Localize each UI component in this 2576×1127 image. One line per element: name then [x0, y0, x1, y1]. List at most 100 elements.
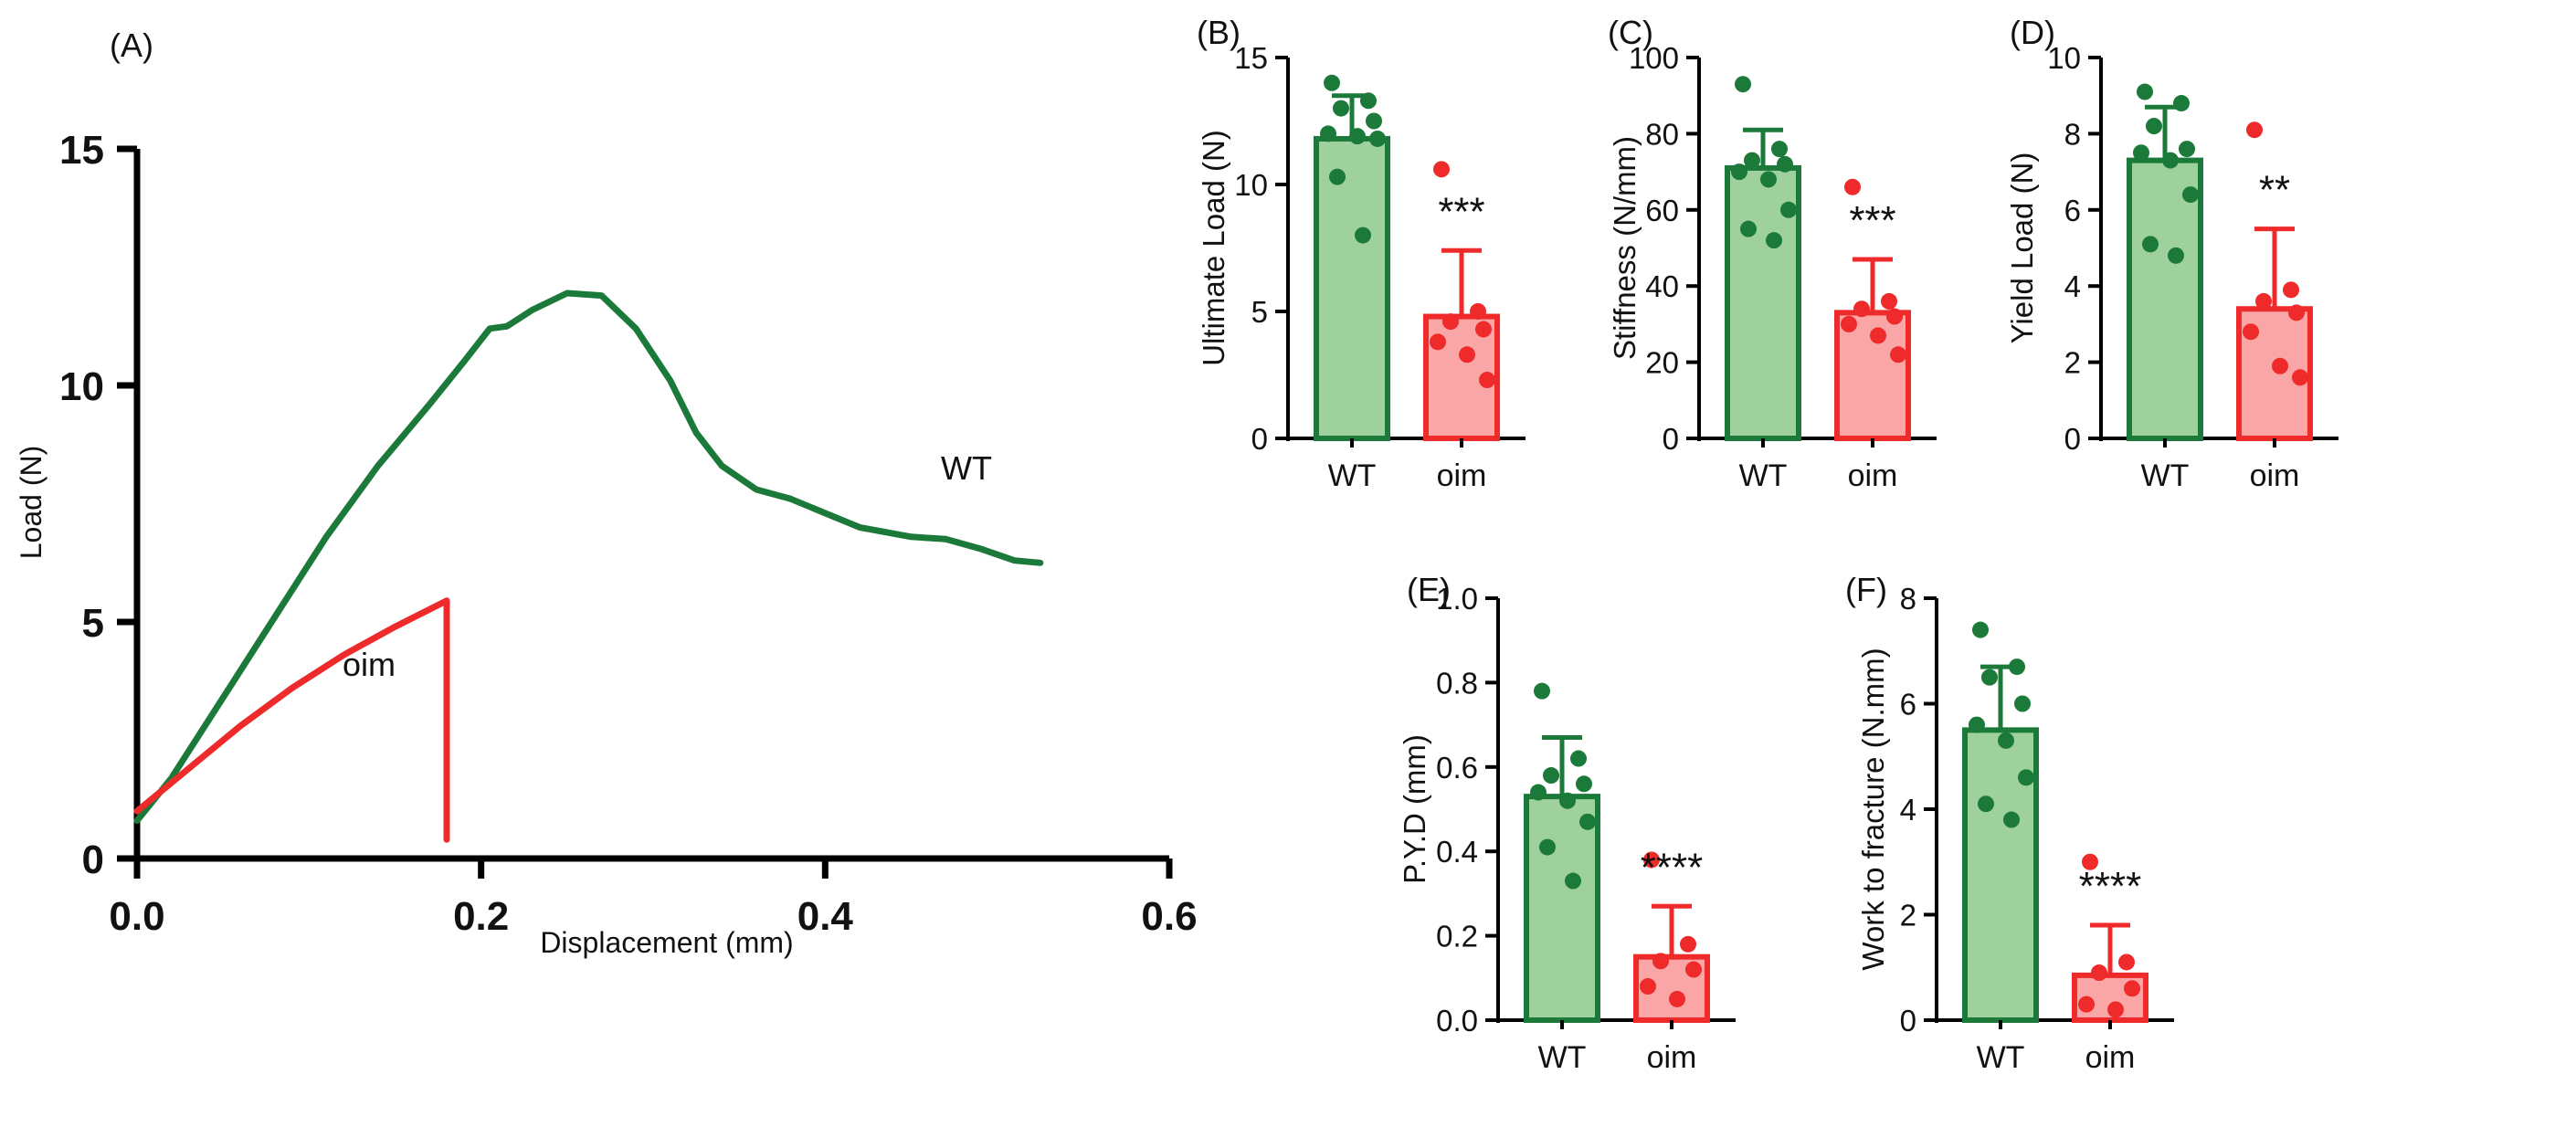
- data-point-oim: [1643, 851, 1660, 869]
- y-tick-label: 1.0: [1436, 582, 1478, 616]
- data-point-wt: [1731, 163, 1747, 181]
- data-point-oim: [1475, 321, 1492, 338]
- series-label-oim: oim: [343, 646, 396, 683]
- data-point-wt: [2142, 236, 2159, 253]
- data-point-wt: [2146, 118, 2162, 135]
- panel-e: (E) 0.0 0.2 0.4 0.6 0.8 1.0 P.Y.D (mm) WT oim ****: [1398, 571, 1736, 1075]
- y-tick-label: 8: [2064, 117, 2081, 151]
- panel-f: (F) 0 2 4 6 8 Work to fracture (N.mm) WT oim ****: [1845, 571, 2174, 1075]
- data-point-wt: [1744, 152, 1760, 169]
- data-point-wt: [1360, 92, 1377, 110]
- y-tick-label: 0: [1663, 422, 1679, 456]
- panel-a: (A) 0 5 10 15 0.0 0.2 0.4 0.6 Displacement (mm) Lo…: [15, 26, 1198, 959]
- data-point-wt: [1780, 201, 1797, 218]
- significance-marker: ****: [2079, 864, 2142, 909]
- data-point-wt: [2009, 658, 2025, 676]
- data-point-wt: [2173, 95, 2190, 112]
- data-point-oim: [1870, 327, 1886, 344]
- significance-marker: ****: [1641, 845, 1704, 890]
- data-point-oim: [1669, 990, 1685, 1007]
- y-tick-label: 4: [1900, 793, 1916, 827]
- y-tick-label: 0.6: [1436, 751, 1478, 785]
- data-point-wt: [1576, 775, 1592, 793]
- data-point-oim: [2124, 980, 2140, 997]
- data-point-wt: [1760, 171, 1777, 188]
- panel-label: (E): [1407, 571, 1451, 608]
- data-point-oim: [1479, 372, 1495, 389]
- data-point-wt: [1740, 220, 1757, 237]
- data-point-oim: [1853, 300, 1870, 318]
- data-point-wt: [1366, 112, 1382, 130]
- x-tick-label: WT: [1739, 458, 1788, 493]
- significance-marker: ***: [1438, 189, 1484, 234]
- data-point-oim: [1685, 961, 1702, 978]
- data-point-wt: [2179, 141, 2195, 158]
- data-point-wt: [2137, 83, 2153, 100]
- y-tick-label: 2: [2064, 346, 2081, 380]
- data-point-oim: [1890, 346, 1906, 363]
- y-tick-label: 6: [1900, 688, 1916, 721]
- panel-label: (D): [2010, 14, 2055, 51]
- y-axis-label: Ultimate Load (N): [1197, 130, 1230, 366]
- data-point-wt: [1329, 168, 1346, 185]
- data-point-wt: [1333, 100, 1349, 117]
- data-point-wt: [2014, 695, 2031, 712]
- y-tick-label: 5: [82, 601, 104, 646]
- data-point-wt: [1543, 767, 1559, 785]
- data-point-wt: [1777, 155, 1793, 173]
- data-point-wt: [2162, 152, 2179, 169]
- data-point-wt: [1530, 784, 1547, 801]
- y-axis-label: Yield Load (N): [2005, 153, 2039, 344]
- data-point-oim: [2078, 995, 2095, 1013]
- panel-b: (B) 0 5 10 15 Ultimate Load (N) WT oim ***: [1197, 14, 1526, 493]
- series-line-wt: [133, 290, 1044, 825]
- significance-marker: **: [2259, 168, 2290, 213]
- data-point-wt: [1324, 74, 1340, 91]
- data-point-wt: [1579, 813, 1596, 830]
- y-axis-label: Work to fracture (N.mm): [1856, 648, 1890, 970]
- y-tick-label: 0: [82, 837, 104, 882]
- data-point-wt: [1565, 872, 1581, 890]
- data-point-wt: [1969, 716, 1985, 733]
- panel-label: (B): [1197, 14, 1240, 51]
- data-point-oim: [1470, 303, 1486, 320]
- panel-c: (C) 0 20 40 60 80 100 Stiffness (N/mm) WT oim ***: [1608, 14, 1937, 493]
- data-point-oim: [2107, 1001, 2124, 1018]
- y-tick-label: 10: [59, 364, 104, 409]
- data-point-oim: [2243, 323, 2259, 341]
- y-tick-label: 5: [1251, 295, 1268, 329]
- x-tick-label: oim: [1848, 458, 1898, 493]
- x-tick-label: 0.6: [1141, 894, 1197, 939]
- x-tick-label: WT: [1538, 1040, 1587, 1075]
- y-tick-label: 8: [1900, 582, 1916, 616]
- x-tick-label: oim: [2250, 458, 2300, 493]
- x-axis-label: Displacement (mm): [540, 926, 793, 959]
- data-point-oim: [2292, 369, 2308, 386]
- data-point-wt: [1998, 732, 2014, 749]
- data-point-wt: [1559, 792, 1576, 809]
- y-axis-label: P.Y.D (mm): [1398, 734, 1431, 884]
- x-tick-label: WT: [1977, 1040, 2025, 1075]
- x-tick-label: WT: [1328, 458, 1377, 493]
- data-point-wt: [2003, 811, 2020, 828]
- x-tick-label: 0.2: [453, 894, 509, 939]
- data-point-oim: [1640, 978, 1656, 995]
- data-point-wt: [1766, 232, 1782, 249]
- y-tick-label: 10: [1234, 168, 1268, 202]
- y-axis-label: Load (N): [15, 446, 48, 560]
- data-point-oim: [2288, 304, 2305, 321]
- data-point-wt: [1735, 76, 1751, 93]
- data-point-oim: [2091, 964, 2107, 982]
- x-tick-label: oim: [2085, 1040, 2136, 1075]
- data-point-oim: [2118, 953, 2135, 971]
- data-point-oim: [2246, 121, 2263, 139]
- data-point-wt: [1320, 125, 1336, 142]
- data-point-oim: [1680, 935, 1696, 953]
- data-point-wt: [1349, 128, 1366, 145]
- y-tick-label: 0: [2064, 422, 2081, 456]
- data-point-wt: [1981, 669, 1998, 686]
- data-point-wt: [2018, 769, 2034, 786]
- x-tick-label: oim: [1437, 458, 1487, 493]
- x-tick-label: 0.4: [797, 894, 854, 939]
- data-point-oim: [1652, 953, 1669, 970]
